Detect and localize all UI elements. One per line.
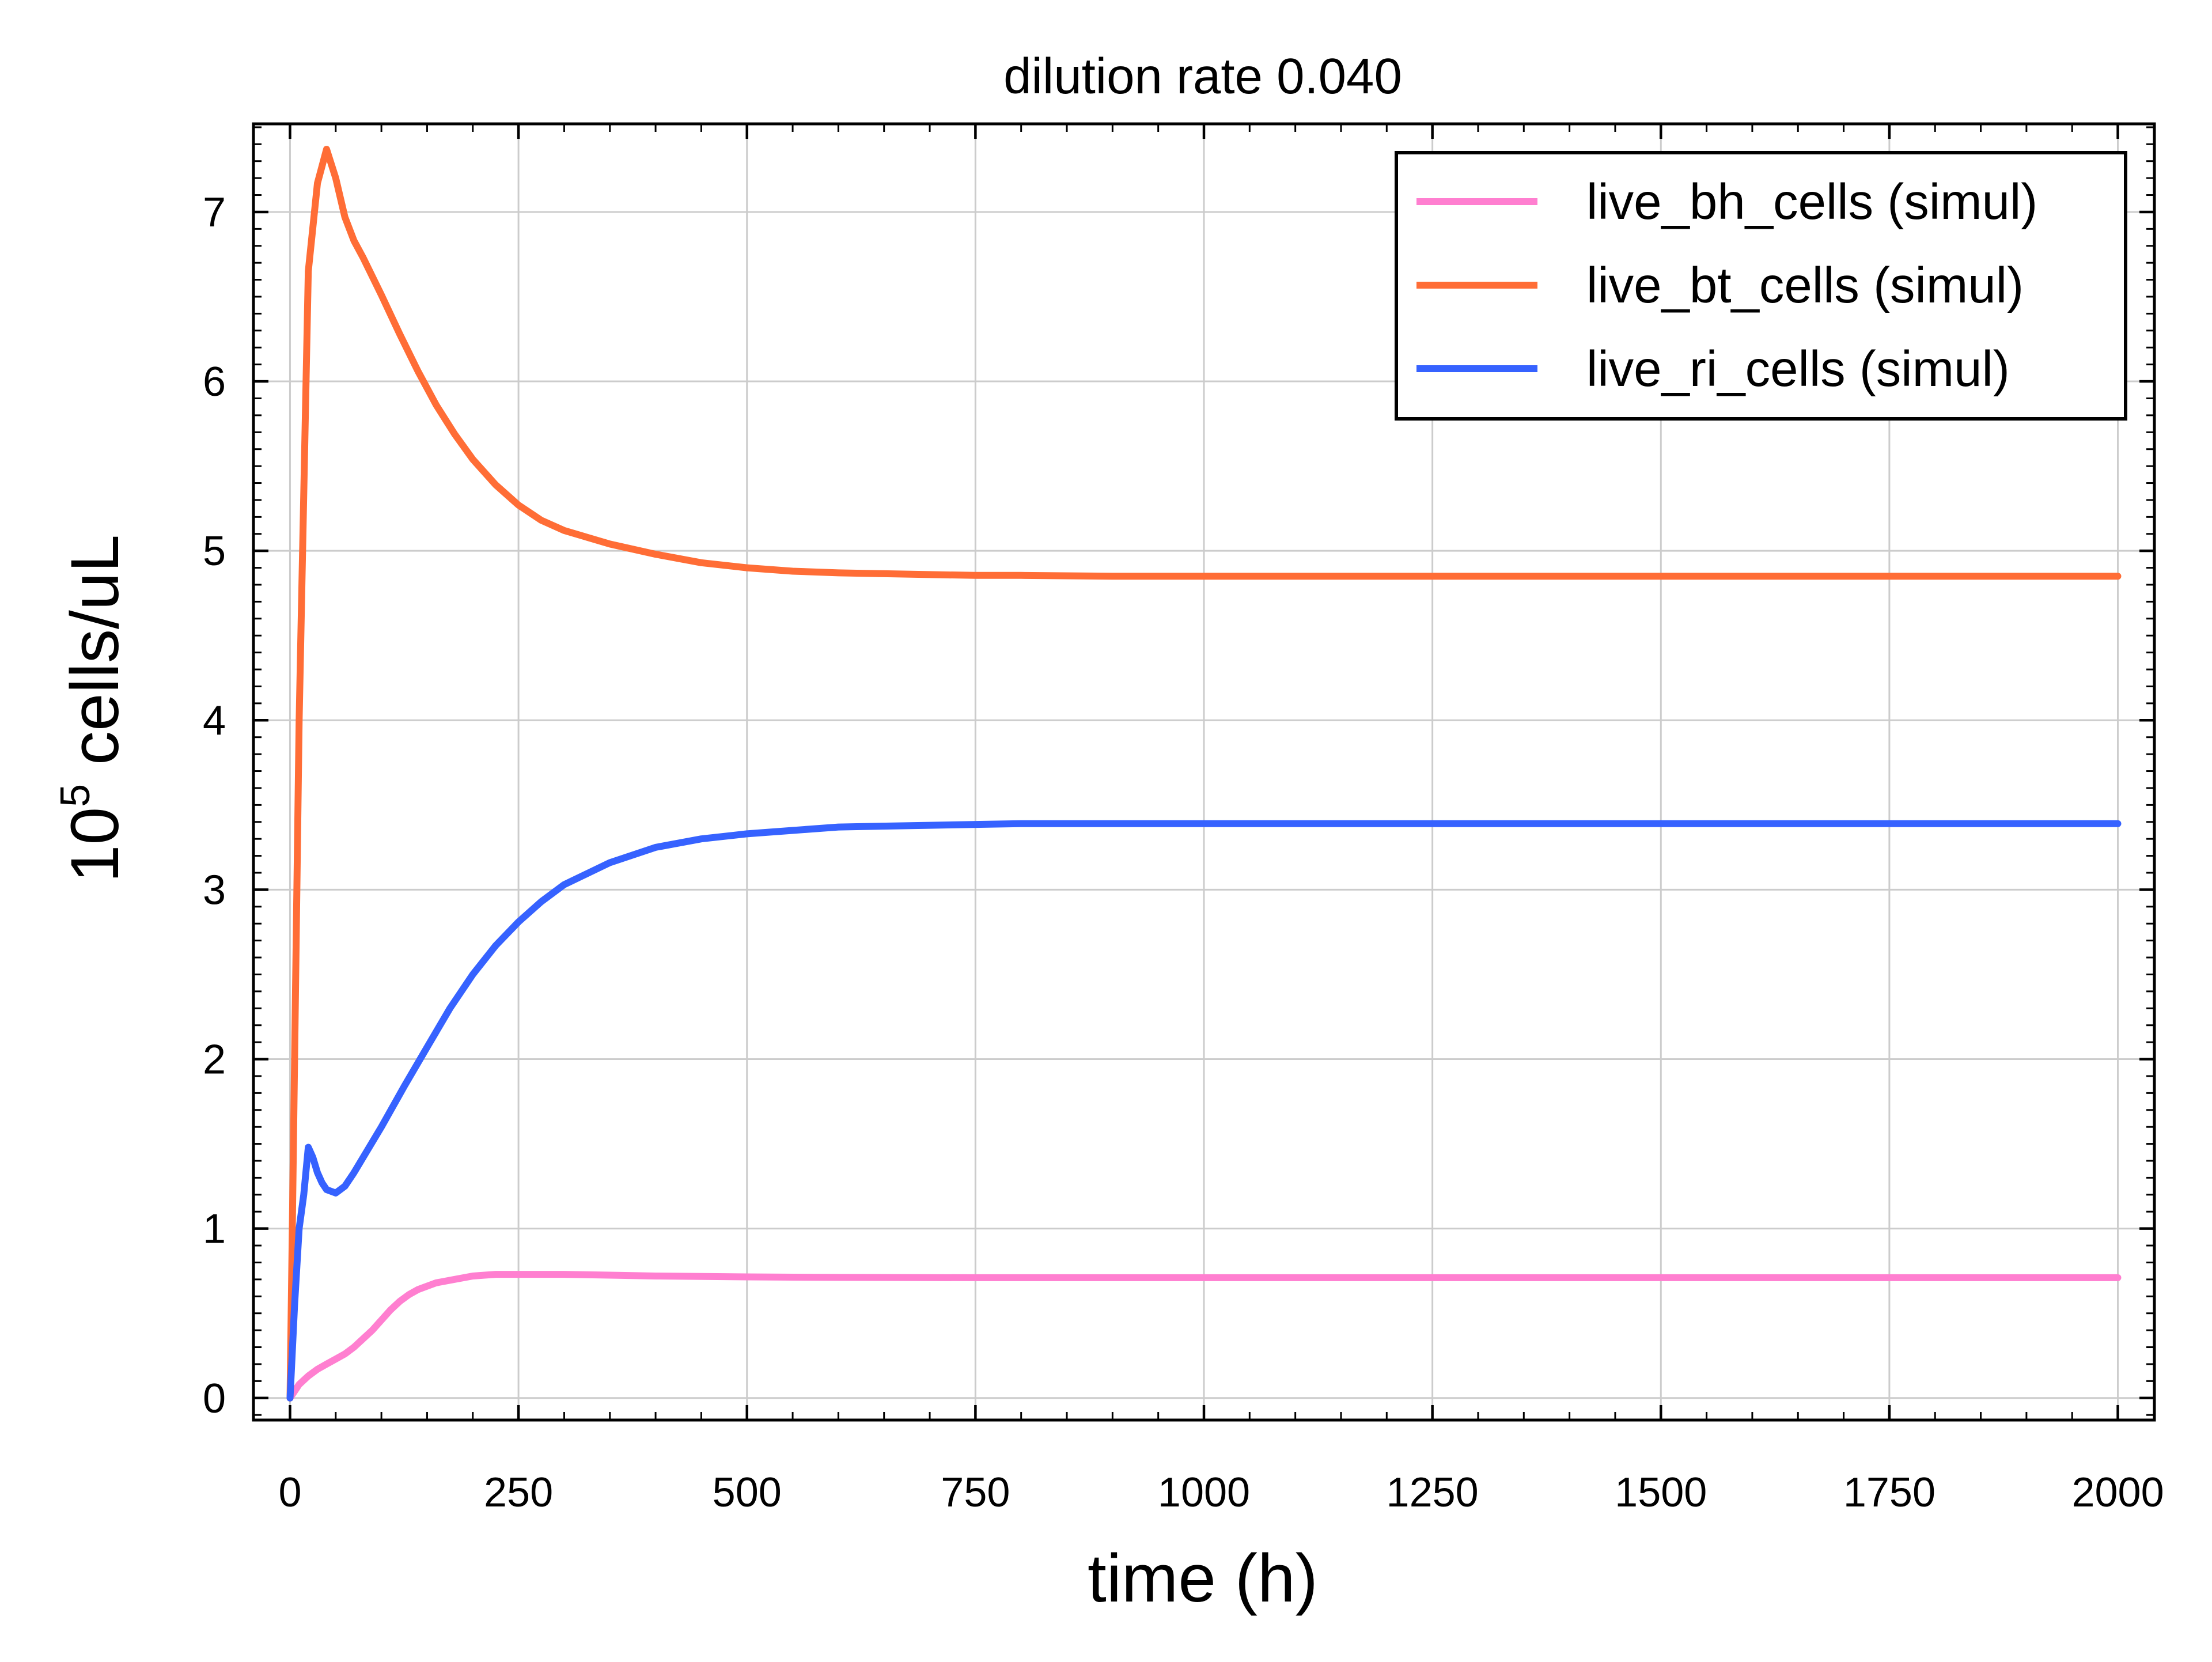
y-axis-label-exponent: 5 [52, 784, 99, 807]
y-axis-label: 105 cells/uL [52, 535, 133, 883]
y-axis-label-base: 10 [57, 807, 133, 883]
x-tick-label: 2000 [2071, 1470, 2164, 1516]
y-tick-label: 4 [203, 698, 226, 744]
x-tick-label: 500 [713, 1470, 782, 1516]
axis-ticks [253, 124, 2154, 1420]
y-tick-label: 3 [203, 867, 226, 913]
x-tick-label: 1500 [1615, 1470, 1707, 1516]
x-tick-label: 750 [941, 1470, 1010, 1516]
y-tick-label: 5 [203, 528, 226, 574]
legend-label-live-bh-cells: live_bh_cells (simul) [1586, 174, 2037, 230]
series-line-live-bt-cells [286, 146, 2122, 1402]
x-tick-label: 0 [278, 1470, 301, 1516]
tick-labels: 0 250 500 750 1000 1250 1500 1750 2000 0 1 2 3 4 5 6 7 [203, 190, 2164, 1516]
x-tick-label: 250 [484, 1470, 553, 1516]
legend-label-live-ri-cells: live_ri_cells (simul) [1586, 341, 2010, 397]
series-line-live-ri-cells [286, 820, 2122, 1402]
y-tick-label: 6 [203, 359, 226, 405]
legend: live_bh_cells (simul) live_bt_cells (simu… [1395, 151, 2127, 421]
series-lines [286, 146, 2122, 1402]
series-line-live-bh-cells [286, 1271, 2122, 1402]
y-axis-label-unit: cells/uL [57, 535, 133, 784]
x-tick-label: 1250 [1387, 1470, 1479, 1516]
y-tick-label: 1 [203, 1206, 226, 1252]
x-tick-label: 1000 [1158, 1470, 1250, 1516]
y-tick-label: 7 [203, 190, 226, 236]
x-axis-label: time (h) [1088, 1540, 1318, 1616]
chart-title: dilution rate 0.040 [1003, 48, 1402, 104]
legend-entries: live_bh_cells (simul) live_bt_cells (simu… [1416, 174, 2037, 397]
legend-label-live-bt-cells: live_bt_cells (simul) [1586, 258, 2024, 313]
x-tick-label: 1750 [1843, 1470, 1936, 1516]
y-tick-label: 2 [203, 1037, 226, 1083]
y-tick-label: 0 [203, 1376, 226, 1422]
